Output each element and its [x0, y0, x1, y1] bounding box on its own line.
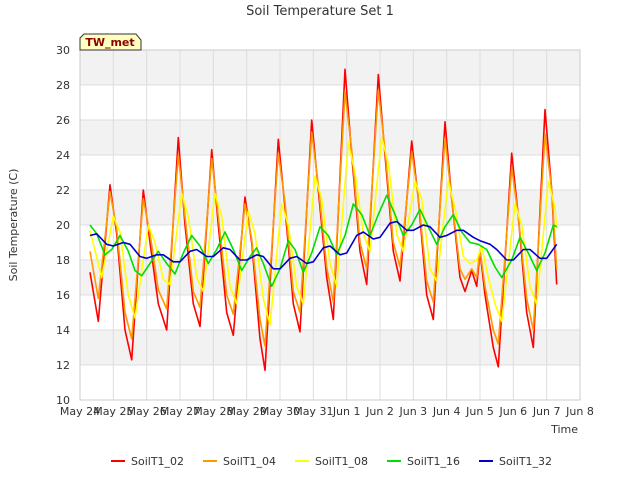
y-tick-label-2: 14	[56, 324, 70, 337]
legend-label-soilt1_04: SoilT1_04	[223, 455, 276, 468]
x-tick-label-0: May 24	[60, 405, 100, 418]
band-7	[80, 120, 580, 155]
y-tick-labels: 10 12 14 16 18 20 22 24 26 28 30	[56, 44, 70, 407]
x-tick-label-14: Jun 7	[532, 405, 561, 418]
y-tick-label-3: 16	[56, 289, 70, 302]
y-tick-label-9: 28	[56, 79, 70, 92]
y-tick-label-0: 10	[56, 394, 70, 407]
band-0	[80, 365, 580, 400]
chart-title: Soil Temperature Set 1	[246, 4, 394, 19]
x-tick-label-10: Jun 3	[398, 405, 427, 418]
x-tick-label-8: Jun 1	[332, 405, 361, 418]
y-tick-label-4: 18	[56, 254, 70, 267]
band-6	[80, 155, 580, 190]
y-tick-label-5: 20	[56, 219, 70, 232]
legend-label-soilt1_16: SoilT1_16	[407, 455, 460, 468]
x-tick-label-3: May 27	[160, 405, 200, 418]
series-line-soilt1_08	[89, 136, 558, 326]
band-1	[80, 330, 580, 365]
x-tick-label-7: May 31	[293, 405, 333, 418]
series-line-soilt1_16	[89, 194, 558, 288]
series-line-soilt1_04	[89, 89, 558, 347]
y-tick-label-7: 24	[56, 149, 70, 162]
legend-label-soilt1_02: SoilT1_02	[131, 455, 184, 468]
y-tick-label-6: 22	[56, 184, 70, 197]
legend-label-soilt1_32: SoilT1_32	[499, 455, 552, 468]
x-tick-label-6: May 30	[260, 405, 300, 418]
station-tag: TW_met	[79, 33, 142, 51]
y-axis-label: Soil Temperature (C)	[7, 169, 20, 282]
x-tick-label-15: Jun 8	[565, 405, 594, 418]
y-tick-label-1: 12	[56, 359, 70, 372]
x-tick-label-4: May 28	[193, 405, 233, 418]
x-tick-label-1: May 25	[93, 405, 133, 418]
band-5	[80, 190, 580, 225]
x-tick-label-11: Jun 4	[432, 405, 461, 418]
band-8	[80, 85, 580, 120]
plot-background	[80, 50, 580, 400]
x-tick-label-13: Jun 6	[498, 405, 527, 418]
plot-frame	[79, 49, 581, 401]
legend: SoilT1_02 SoilT1_04 SoilT1_08 SoilT1_16 Soil…	[111, 455, 552, 468]
y-tick-label-10: 30	[56, 44, 70, 57]
x-tick-label-5: May 29	[227, 405, 267, 418]
legend-label-soilt1_08: SoilT1_08	[315, 455, 368, 468]
x-tick-label-2: May 26	[127, 405, 167, 418]
series-lines	[89, 68, 558, 372]
series-line-soilt1_32	[89, 220, 558, 270]
x-tick-label-12: Jun 5	[465, 405, 494, 418]
x-axis-label: Time	[550, 423, 578, 436]
y-tick-label-8: 26	[56, 114, 70, 127]
station-tag-label: TW_met	[85, 36, 134, 49]
x-tick-label-9: Jun 2	[365, 405, 394, 418]
band-9	[80, 50, 580, 85]
